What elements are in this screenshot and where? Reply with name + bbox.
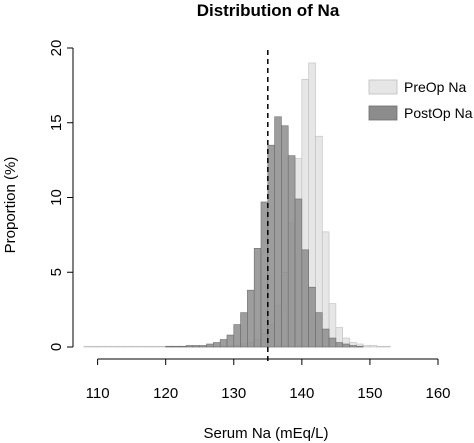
postop-na-bar — [233, 324, 241, 348]
y-axis: 0 5 10 15 20 — [48, 40, 74, 351]
legend: PreOp Na PostOp Na — [368, 79, 473, 121]
preop-na-bar — [138, 345, 146, 348]
postop-na-bar — [240, 312, 248, 348]
postop-na-bar — [260, 201, 269, 348]
preop-na-bar — [158, 345, 166, 348]
y-tick-label: 0 — [48, 343, 65, 351]
postop-na-bar — [328, 337, 337, 348]
preop-na-bar — [110, 345, 119, 348]
postop-na-bar — [342, 343, 350, 348]
postop-na-bar — [321, 328, 330, 348]
postop-na-bar — [213, 342, 221, 348]
x-axis-label: Serum Na (mEq/L) — [203, 425, 328, 442]
preop-na-bar — [369, 345, 378, 348]
postop-na-bar — [179, 345, 187, 348]
preop-na-legend-label: PreOp Na — [404, 79, 466, 95]
y-tick-label: 15 — [48, 114, 65, 131]
postop-na-bar — [206, 343, 214, 348]
preop-na-bar — [131, 345, 139, 348]
y-tick-label: 5 — [48, 268, 65, 276]
postop-na-bar — [165, 345, 173, 348]
postop-na-bar — [308, 286, 316, 348]
x-tick-label: 110 — [86, 385, 110, 402]
postop-na-bar — [349, 345, 357, 348]
postop-na-bar — [335, 342, 343, 348]
preop-na-legend-swatch — [368, 79, 398, 95]
postop-na-bar — [247, 289, 255, 348]
postop-na-bar — [287, 155, 296, 348]
preop-na-bar — [97, 345, 105, 348]
x-tick-label: 140 — [289, 385, 314, 402]
postop-na-bar — [294, 198, 303, 348]
postop-na-legend-label: PostOp Na — [404, 105, 473, 121]
postop-na-bar — [185, 345, 194, 348]
preop-na-bar — [376, 345, 384, 348]
x-axis: 110 120 130 140 150 160 — [86, 358, 451, 402]
postop-na-bar — [199, 345, 207, 348]
postop-bars — [165, 116, 364, 348]
postop-na-bar — [356, 345, 364, 348]
postop-na-bar — [253, 248, 262, 348]
preop-na-bar — [124, 345, 132, 348]
postop-na-bar — [274, 116, 282, 348]
chart-title: Distribution of Na — [197, 1, 340, 20]
y-tick-label: 20 — [48, 40, 65, 57]
postop-na-bar — [315, 312, 323, 348]
postop-na-bar — [192, 345, 201, 348]
preop-bars — [83, 62, 391, 348]
postop-na-legend-swatch — [368, 105, 398, 121]
y-tick-label: 10 — [48, 189, 65, 206]
postop-na-bar — [226, 334, 235, 348]
postop-na-bar — [267, 144, 275, 348]
preop-na-bar — [83, 345, 92, 348]
postop-na-bar — [301, 249, 309, 348]
x-tick-label: 160 — [425, 385, 450, 402]
preop-na-bar — [90, 345, 98, 348]
postop-na-bar — [281, 125, 289, 348]
preop-na-bar — [117, 345, 126, 348]
x-tick-label: 130 — [221, 385, 246, 402]
preop-na-bar — [383, 345, 391, 348]
postop-na-bar — [172, 345, 180, 348]
y-axis-label: Proportion (%) — [2, 157, 19, 254]
preop-na-bar — [104, 345, 112, 348]
preop-na-bar — [362, 345, 371, 348]
preop-na-bar — [144, 345, 153, 348]
x-tick-label: 120 — [153, 385, 178, 402]
postop-na-bar — [219, 339, 228, 348]
x-tick-label: 150 — [357, 385, 382, 402]
preop-na-bar — [151, 345, 160, 348]
